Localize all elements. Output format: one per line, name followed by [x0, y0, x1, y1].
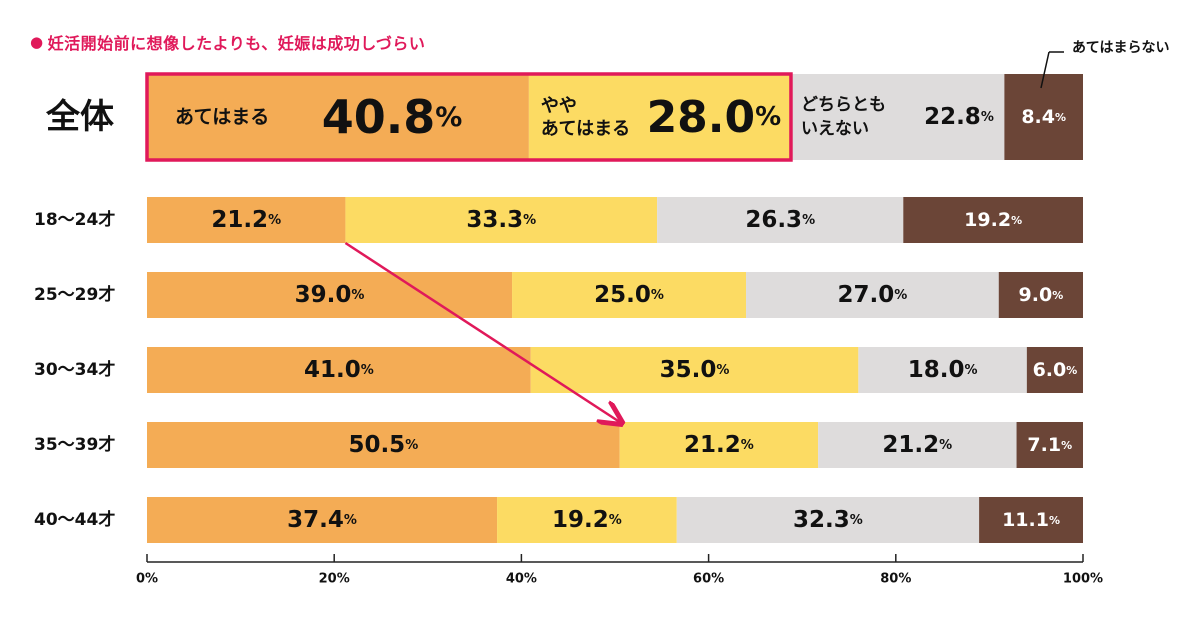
- data-label-3-row-5: 11.1%: [1002, 509, 1060, 531]
- data-label-2-row-1: 26.3%: [745, 207, 815, 233]
- x-tick-label-3: 60%: [693, 572, 724, 587]
- bar-2-row-1: [657, 197, 904, 243]
- overall-disagree-callout: あてはまらない: [1072, 40, 1169, 56]
- data-label-0-row-3: 41.0%: [304, 357, 374, 383]
- category-label-2: 25〜29才: [34, 284, 115, 305]
- bar-2-row-3: [858, 347, 1027, 393]
- bar-2-row-5: [676, 497, 980, 543]
- data-label-1-row-2: 25.0%: [594, 282, 664, 308]
- bar-2-row-0: [790, 74, 1005, 160]
- bar-2-row-2: [746, 272, 999, 318]
- bar-3-row-5: [979, 497, 1083, 543]
- overall-somewhat-label-line2: あてはまる: [541, 119, 630, 140]
- x-tick-label-0: 0%: [136, 572, 158, 587]
- category-label-1: 18〜24才: [34, 209, 115, 230]
- bar-0-row-4: [147, 422, 620, 468]
- data-label-0-row-2: 39.0%: [295, 282, 365, 308]
- category-label-4: 35〜39才: [34, 434, 115, 455]
- trend-arrow: [344, 241, 619, 422]
- overall-somewhat-label: やや: [541, 96, 577, 117]
- data-label-0-row-4: 50.5%: [348, 432, 418, 458]
- overall-neutral-value: 22.8%: [924, 104, 994, 130]
- data-label-3-row-3: 6.0%: [1033, 359, 1078, 381]
- bar-0-row-5: [147, 497, 498, 543]
- bar-0-row-2: [147, 272, 513, 318]
- chart-title-text: 妊活開始前に想像したよりも、妊娠は成功しづらい: [47, 34, 426, 53]
- bar-1-row-4: [619, 422, 819, 468]
- highlight-box: [145, 72, 793, 162]
- x-tick-label-4: 80%: [880, 572, 911, 587]
- data-label-3-row-1: 19.2%: [964, 209, 1022, 231]
- data-label-1-row-4: 21.2%: [684, 432, 754, 458]
- category-label-5: 40〜44才: [34, 509, 115, 530]
- bar-0-row-3: [147, 347, 531, 393]
- bar-1-row-3: [530, 347, 859, 393]
- data-label-2-row-4: 21.2%: [882, 432, 952, 458]
- bar-3-row-1: [903, 197, 1083, 243]
- data-label-3-row-4: 7.1%: [1027, 434, 1072, 456]
- x-tick-label-1: 20%: [319, 572, 350, 587]
- bar-2-row-4: [818, 422, 1017, 468]
- data-label-3-row-2: 9.0%: [1019, 284, 1064, 306]
- overall-agree-value: 40.8%: [322, 90, 463, 144]
- bar-0-row-0: [147, 74, 529, 160]
- bar-1-row-5: [497, 497, 677, 543]
- data-label-1-row-5: 19.2%: [552, 507, 622, 533]
- bar-3-row-0: [1004, 74, 1083, 160]
- overall-somewhat-value: 28.0%: [647, 92, 782, 143]
- data-label-2-row-5: 32.3%: [793, 507, 863, 533]
- overall-neutral-label: どちらとも: [801, 95, 886, 115]
- overall-disagree-value: 8.4%: [1021, 106, 1066, 128]
- category-label-3: 30〜34才: [34, 359, 115, 380]
- chart-title: ● 妊活開始前に想像したよりも、妊娠は成功しづらい: [30, 30, 425, 54]
- data-label-2-row-2: 27.0%: [838, 282, 908, 308]
- overall-agree-label: あてはまる: [175, 106, 269, 128]
- bar-1-row-0: [528, 74, 791, 160]
- data-label-0-row-5: 37.4%: [287, 507, 357, 533]
- x-tick-label-2: 40%: [506, 572, 537, 587]
- bar-3-row-4: [1016, 422, 1083, 468]
- category-label-0: 全体: [45, 97, 114, 137]
- title-bullet-icon: ●: [30, 32, 44, 51]
- bar-0-row-1: [147, 197, 346, 243]
- data-label-1-row-1: 33.3%: [466, 207, 536, 233]
- bar-1-row-1: [345, 197, 658, 243]
- callout-leader: [1040, 51, 1050, 89]
- x-tick-label-5: 100%: [1063, 572, 1103, 587]
- data-label-0-row-1: 21.2%: [211, 207, 281, 233]
- bar-3-row-2: [998, 272, 1083, 318]
- data-label-1-row-3: 35.0%: [660, 357, 730, 383]
- overall-neutral-label-line2: いえない: [801, 119, 869, 139]
- bar-3-row-3: [1026, 347, 1083, 393]
- bar-1-row-2: [512, 272, 747, 318]
- data-label-2-row-3: 18.0%: [908, 357, 978, 383]
